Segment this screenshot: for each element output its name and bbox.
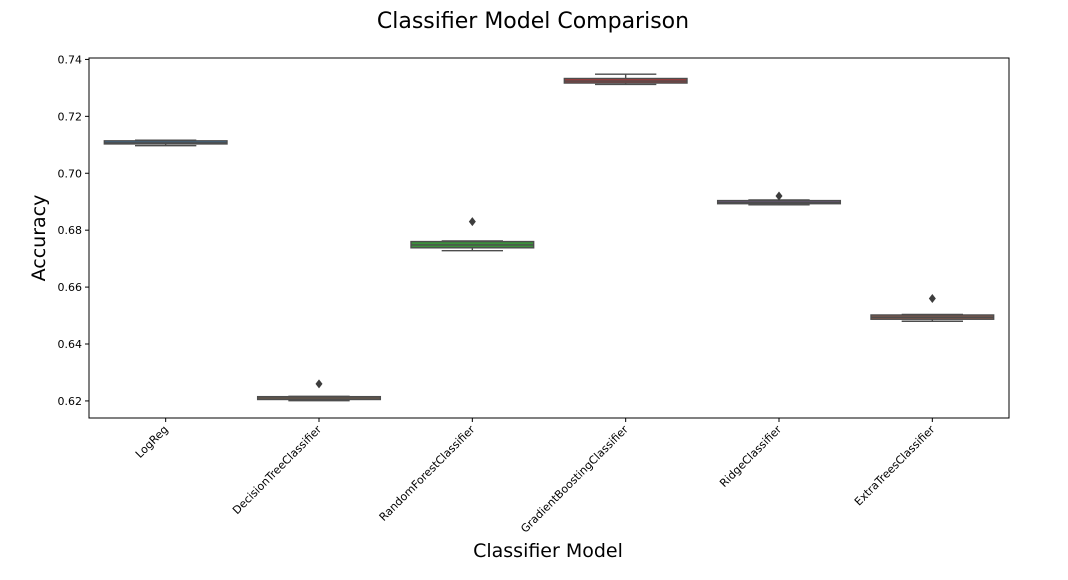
- box-plots: [103, 73, 995, 402]
- y-tick-label: 0.68: [58, 224, 83, 237]
- y-axis: 0.62 0.64 0.66 0.68 0.70 0.72 0.74: [58, 53, 89, 408]
- box-6: [870, 293, 995, 322]
- box-5: [716, 191, 842, 206]
- x-tick-label: RandomForestClassifier: [377, 423, 478, 524]
- x-tick-label: GradientBoostingClassifier: [518, 423, 631, 536]
- box-3: [410, 217, 535, 252]
- x-tick-label: DecisionTreeClassifier: [230, 423, 324, 517]
- outlier-point: [468, 217, 476, 227]
- y-tick-label: 0.72: [58, 110, 83, 123]
- x-tick-label: ExtraTreesClassifier: [852, 423, 938, 509]
- outlier-point: [315, 379, 323, 389]
- box-1: [103, 139, 228, 147]
- outlier-point: [775, 191, 783, 201]
- y-tick-label: 0.66: [58, 281, 83, 294]
- plot-area-frame: [88, 57, 1010, 419]
- y-tick-label: 0.62: [58, 395, 83, 408]
- x-tick-label: LogReg: [133, 423, 171, 461]
- outlier-point: [928, 293, 936, 303]
- x-axis: LogReg DecisionTreeClassifier RandomForest…: [133, 418, 938, 535]
- y-axis-label: Accuracy: [28, 195, 50, 282]
- box-4: [563, 73, 688, 86]
- box-2: [256, 379, 382, 402]
- y-tick-label: 0.64: [58, 338, 83, 351]
- x-tick-label: RidgeClassifier: [717, 423, 784, 490]
- y-tick-label: 0.70: [58, 167, 83, 180]
- y-tick-label: 0.74: [58, 53, 83, 66]
- x-axis-label: Classifier Model: [473, 540, 623, 562]
- chart-title: Classifier Model Comparison: [377, 9, 689, 34]
